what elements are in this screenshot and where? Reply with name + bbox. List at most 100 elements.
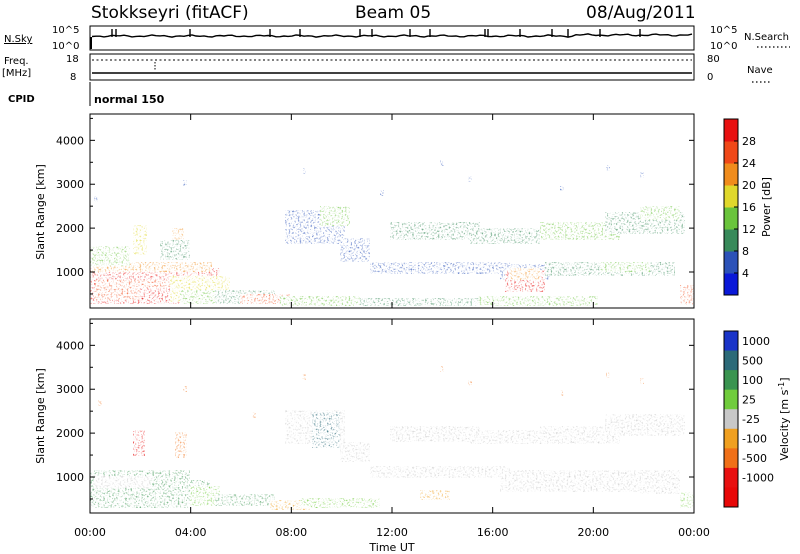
- x-tick-label: 04:00: [175, 526, 207, 539]
- power-axes: 1000 2000 3000 4000: [56, 114, 695, 308]
- power-return: [160, 240, 190, 260]
- velocity-return: [183, 386, 187, 392]
- velocity-return: [605, 414, 685, 436]
- velocity-return: [302, 374, 306, 380]
- colorbar-tick-label: 1000: [742, 335, 770, 348]
- power-return: [183, 180, 187, 186]
- power-return: [640, 206, 680, 220]
- y-tick-label: 2000: [56, 427, 84, 440]
- velocity-return: [270, 500, 310, 510]
- power-return: [510, 268, 540, 280]
- colorbar-segment: [724, 409, 738, 430]
- power-return: [478, 296, 598, 306]
- colorbar-tick-label: 100: [742, 374, 763, 387]
- power-return: [302, 168, 306, 174]
- colorbar-tick-label: 12: [742, 223, 756, 236]
- time-x-label: Time UT: [368, 541, 414, 554]
- colorbar-tick-label: -1000: [742, 472, 774, 485]
- velocity-return: [252, 412, 256, 418]
- velocity-return: [500, 470, 680, 492]
- velocity-panel: 1000 2000 3000 4000 Slant Range [km] 1000 50…: [34, 318, 791, 514]
- power-return: [90, 246, 130, 266]
- freq-strip: Freq. [MHz] 18 8 80 0 Nave: [2, 53, 773, 83]
- power-return: [94, 196, 98, 202]
- colorbar-tick-label: 16: [742, 201, 756, 214]
- colorbar-label-end: ]: [778, 377, 791, 381]
- x-tick-label: 20:00: [577, 526, 609, 539]
- power-y-label: Slant Range [km]: [34, 164, 47, 260]
- colorbar-frame: [723, 330, 739, 508]
- y-tick-label: 4000: [56, 134, 84, 147]
- velocity-return: [440, 366, 444, 372]
- velocity-return: [370, 466, 510, 478]
- freq-label-1: Freq.: [4, 56, 29, 67]
- velocity-return: [680, 492, 694, 508]
- power-return: [468, 176, 472, 182]
- colorbar-segment: [724, 389, 738, 410]
- colorbar-tick-label: 24: [742, 157, 756, 170]
- colorbar-segment: [724, 487, 738, 508]
- colorbar-label-sup: -1: [777, 382, 786, 390]
- velocity-return: [606, 372, 610, 378]
- colorbar-segment: [724, 141, 738, 164]
- colorbar-segment: [724, 331, 738, 352]
- cpid-value: normal 150: [94, 93, 165, 106]
- power-return: [180, 290, 220, 304]
- velocity-return: [468, 380, 472, 386]
- colorbar-segment: [724, 119, 738, 142]
- power-return: [280, 296, 360, 306]
- velocity-return: [340, 442, 370, 462]
- y-tick-label: 3000: [56, 178, 84, 191]
- velocity-return: [390, 426, 480, 442]
- cpid-label: CPID: [8, 94, 35, 105]
- x-tick-label: 16:00: [477, 526, 509, 539]
- power-return: [606, 165, 610, 171]
- nsky-strip: N.Sky 10^5 10^0 10^5 10^0 N.Search: [4, 25, 790, 52]
- colorbar-tick-label: 20: [742, 179, 756, 192]
- colorbar-segment: [724, 428, 738, 449]
- velocity-return: [312, 412, 340, 448]
- x-tick-label: 08:00: [275, 526, 307, 539]
- velocity-return: [190, 486, 220, 506]
- power-panel: 1000 2000 3000 4000 Slant Range [km] 4 8 12 16…: [34, 113, 773, 309]
- power-scatter: [90, 160, 694, 306]
- colorbar-tick-label: 28: [742, 135, 756, 148]
- freq-tick-bottom: 8: [70, 72, 76, 83]
- nsearch-spikes: [90, 29, 641, 49]
- colorbar-segment: [724, 448, 738, 469]
- velocity-return: [98, 400, 102, 406]
- nsky-label: N.Sky: [4, 34, 32, 45]
- velocity-return: [215, 494, 275, 506]
- y-tick-label: 1000: [56, 266, 84, 279]
- nsky-tick-top: 10^5: [52, 25, 79, 36]
- power-return: [390, 222, 480, 240]
- velocity-return: [640, 480, 680, 494]
- y-tick-label: 4000: [56, 339, 84, 352]
- velocity-return: [640, 378, 644, 384]
- y-tick-label: 2000: [56, 222, 84, 235]
- freq-tick-top: 18: [66, 54, 79, 65]
- power-return: [360, 298, 480, 306]
- freq-label-2: [MHz]: [2, 68, 31, 79]
- velocity-return: [540, 426, 620, 444]
- colorbar-tick-label: -100: [742, 433, 767, 446]
- velocity-return: [560, 390, 564, 396]
- nsky-tick-bottom: 10^0: [52, 41, 79, 52]
- velocity-return: [300, 498, 380, 508]
- colorbar-segment: [724, 273, 738, 296]
- colorbar-tick-label: -500: [742, 452, 767, 465]
- station-title: Stokkseyri (fitACF): [91, 3, 249, 23]
- power-colorbar: 4 8 12 16 20 24 28 Power [dB]: [723, 118, 773, 296]
- nsearch-tick-top: 10^5: [710, 25, 737, 36]
- velocity-scatter: [90, 366, 694, 510]
- colorbar-tick-label: 500: [742, 354, 763, 367]
- colorbar-segment: [724, 370, 738, 391]
- nsearch-tick-bottom: 10^0: [710, 41, 737, 52]
- colorbar-tick-label: 4: [742, 267, 749, 280]
- power-return: [640, 172, 644, 178]
- nsky-frame: [89, 25, 695, 51]
- colorbar-tick-label: 25: [742, 393, 756, 406]
- nave-tick-top: 80: [707, 54, 720, 65]
